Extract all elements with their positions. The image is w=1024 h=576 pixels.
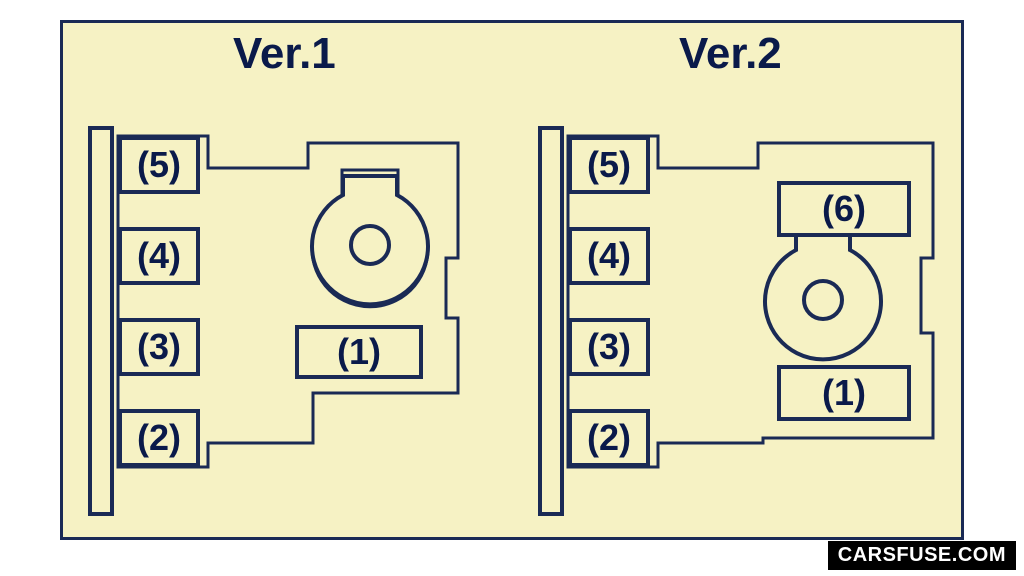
watermark: CARSFUSE.COM bbox=[828, 541, 1016, 570]
ver2-fuse-3: (3) bbox=[568, 318, 650, 376]
ver2-fuse-2: (2) bbox=[568, 409, 650, 467]
diagram-canvas: Ver.1 Ver.2 (5) (4) (3) (2) (1) (5) (4) … bbox=[60, 20, 964, 540]
ver2-outline bbox=[63, 23, 963, 543]
ver2-fuse-6: (6) bbox=[777, 181, 911, 237]
ver2-fuse-1: (1) bbox=[777, 365, 911, 421]
ver2-fuse-4: (4) bbox=[568, 227, 650, 285]
ver2-fuse-5: (5) bbox=[568, 136, 650, 194]
